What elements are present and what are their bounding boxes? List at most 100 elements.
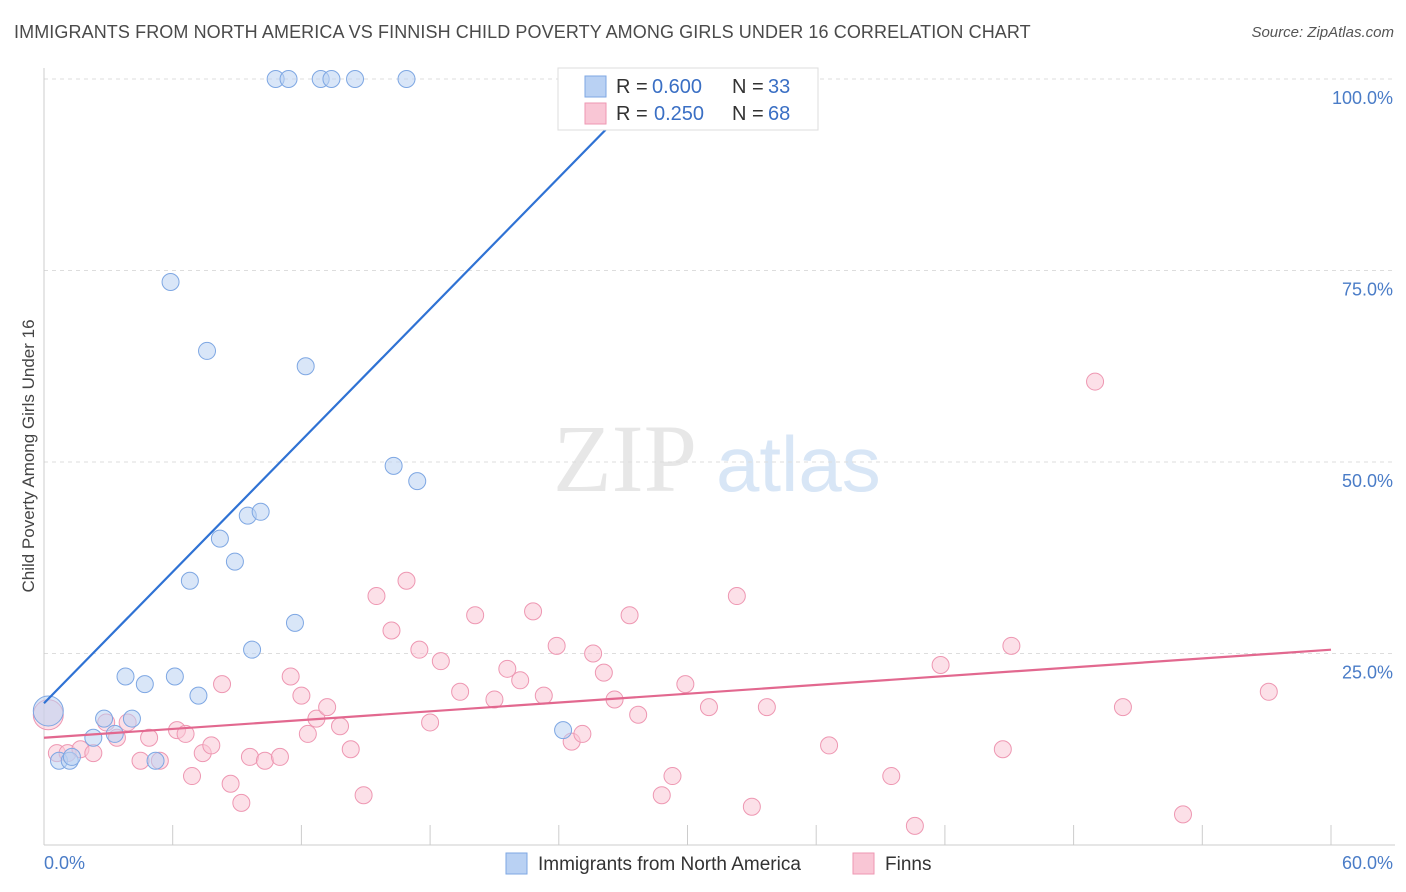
immigrants-point-29 [397, 70, 416, 88]
immigrants-trend-line [43, 78, 657, 705]
immigrants-point-3 [62, 747, 81, 766]
finns-point-59 [882, 767, 901, 786]
finns-point-67 [1259, 682, 1278, 701]
finns-trend-line [43, 648, 1332, 739]
finns-point-63 [1002, 636, 1021, 655]
finns-point-42 [534, 686, 553, 705]
immigrants-point-15 [198, 341, 217, 360]
finns-point-28 [341, 740, 360, 759]
finns-point-51 [652, 786, 671, 805]
immigrants-point-22 [279, 70, 298, 88]
finns-point-53 [676, 675, 695, 694]
finns-point-9 [140, 728, 159, 747]
x-tick-label-0: 0.0% [44, 853, 85, 873]
finns-point-24 [298, 724, 317, 743]
finns-point-29 [354, 786, 373, 805]
finns-point-37 [466, 606, 485, 625]
finns-point-62 [993, 740, 1012, 759]
finns-point-20 [255, 751, 274, 770]
gridlines [44, 78, 1395, 654]
finns-point-17 [221, 774, 240, 793]
y-tick-label-1: 75.0% [1342, 280, 1393, 300]
immigrants-point-30 [408, 472, 427, 491]
trend-lines [43, 78, 1332, 739]
immigrants-point-9 [135, 675, 154, 694]
y-tick-label-2: 50.0% [1342, 471, 1393, 491]
legend-n-label-1: N = [732, 76, 764, 98]
finns-point-27 [331, 717, 350, 736]
legend-n-value-1: 33 [768, 76, 790, 98]
finns-point-55 [727, 587, 746, 606]
finns-point-33 [410, 640, 429, 659]
finns-point-36 [451, 682, 470, 701]
finns-point-49 [620, 606, 639, 625]
finns-point-57 [757, 698, 776, 717]
finns-points [32, 372, 1278, 835]
finns-point-34 [421, 713, 440, 732]
finns-point-16 [213, 675, 232, 694]
finns-point-13 [183, 767, 202, 786]
immigrants-point-5 [95, 709, 114, 728]
legend-r-value-2: 0.250 [654, 103, 704, 125]
x-tick-label-1: 60.0% [1342, 853, 1393, 873]
finns-point-60 [905, 816, 924, 835]
immigrants-point-11 [161, 272, 180, 291]
chart-source: Source: ZipAtlas.com [1251, 24, 1394, 41]
finns-point-43 [547, 636, 566, 655]
finns-point-65 [1113, 698, 1132, 717]
immigrants-point-0 [32, 695, 64, 727]
finns-point-56 [742, 797, 761, 816]
immigrants-point-13 [180, 571, 199, 590]
finns-point-4 [84, 744, 103, 763]
chart-title: IMMIGRANTS FROM NORTH AMERICA VS FINNISH… [14, 22, 1031, 42]
tick-labels: 100.0% 75.0% 50.0% 25.0% 0.0% 60.0% [44, 88, 1393, 873]
finns-point-45 [573, 724, 592, 743]
immigrants-point-16 [210, 529, 229, 548]
finns-point-35 [431, 652, 450, 671]
finns-point-61 [931, 655, 950, 674]
legend-label-finns: Finns [885, 854, 931, 875]
legend-r-label-1: R = [616, 76, 648, 98]
finns-point-54 [699, 698, 718, 717]
finns-point-21 [270, 747, 289, 766]
immigrants-point-27 [346, 70, 365, 88]
finns-point-22 [281, 667, 300, 686]
legend-swatch-finns [852, 852, 875, 875]
immigrants-point-17 [225, 552, 244, 571]
finns-point-31 [382, 621, 401, 640]
finns-point-26 [318, 698, 337, 717]
finns-point-32 [397, 571, 416, 590]
immigrants-point-7 [116, 667, 135, 686]
finns-point-18 [232, 793, 251, 812]
immigrants-point-23 [285, 613, 304, 632]
immigrants-point-19 [243, 640, 262, 659]
watermark-zip: ZIP [553, 405, 697, 512]
legend-r-label-2: R = [616, 103, 648, 125]
finns-point-64 [1086, 372, 1105, 391]
y-axis-label: Child Poverty Among Girls Under 16 [19, 319, 38, 592]
legend-swatch-immigrants [505, 852, 528, 875]
immigrants-point-31 [554, 721, 573, 740]
legend-swatch-pink [584, 102, 607, 125]
legend-r-value-1: 0.600 [652, 76, 702, 98]
legend-label-immigrants: Immigrants from North America [538, 854, 801, 875]
immigrants-point-24 [296, 357, 315, 376]
y-tick-label-3: 25.0% [1342, 663, 1393, 683]
y-tick-label-0: 100.0% [1332, 88, 1393, 108]
finns-point-15 [202, 736, 221, 755]
immigrants-point-26 [322, 70, 341, 88]
legend-n-label-2: N = [732, 103, 764, 125]
watermark-atlas: atlas [716, 420, 881, 508]
legend-swatch-blue [584, 75, 607, 98]
finns-point-58 [820, 736, 839, 755]
finns-point-12 [176, 724, 195, 743]
finns-point-66 [1173, 805, 1192, 824]
finns-point-46 [584, 644, 603, 663]
correlation-legend: R = 0.600 N = 33 R = 0.250 N = 68 [557, 67, 819, 131]
immigrants-point-28 [384, 456, 403, 475]
legend-n-value-2: 68 [768, 103, 790, 125]
finns-point-40 [511, 671, 530, 690]
immigrants-point-14 [189, 686, 208, 705]
finns-point-38 [485, 690, 504, 709]
